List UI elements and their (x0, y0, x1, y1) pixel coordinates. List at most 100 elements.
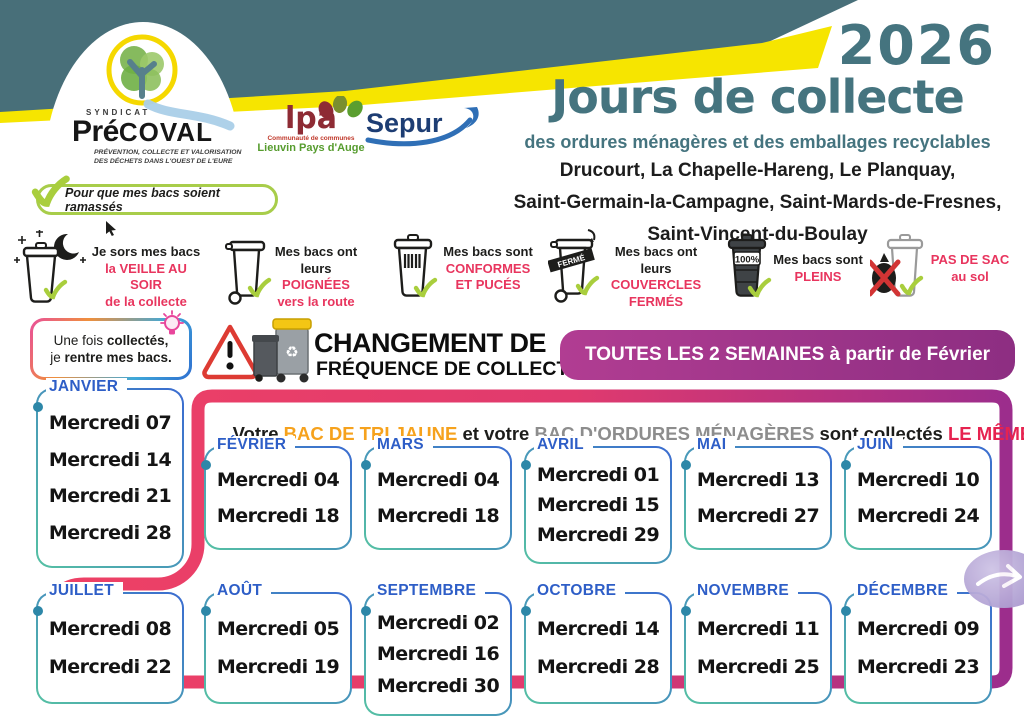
month-card-septembre: SEPTEMBRE Mercredi 02 Mercredi 16 Mercre… (361, 582, 512, 716)
dates-aout: Mercredi 05 Mercredi 19 (210, 602, 346, 694)
item-4-line3: FERMÉS (628, 293, 684, 309)
item-3-line3: ET PUCÉS (455, 277, 521, 292)
item-1-line3: de la collecte (105, 293, 187, 309)
checklist-item-4: Mes bacs ont leurs COUVERCLES FERMÉS (602, 244, 710, 310)
timeline-dot (521, 606, 531, 616)
month-card-juin: JUIN Mercredi 10 Mercredi 24 (841, 436, 992, 550)
collection-date: Mercredi 05 (216, 618, 340, 640)
reminder-line-1: Une fois collectés, (54, 332, 169, 349)
river-swoosh (143, 99, 235, 131)
item-6-line2: PAS DE SAC (930, 252, 1010, 267)
reminder-line-2: je rentre mes bacs. (50, 349, 172, 366)
precoval-tree-icon (106, 34, 235, 131)
towns-line-2: Saint-Germain-la-Campagne, Saint-Mards-d… (513, 192, 1002, 213)
collection-date: Mercredi 16 (376, 643, 500, 665)
page-title: Jours de collecte (551, 70, 965, 124)
month-label-novembre: NOVEMBRE (694, 582, 798, 602)
arrow-right-icon (976, 564, 1022, 588)
timeline-dot (201, 460, 211, 470)
month-card-mars: MARS Mercredi 04 Mercredi 18 (361, 436, 512, 550)
timeline-dot (361, 460, 371, 470)
lpa-logo: lpa Communauté de communes Lieuvin Pays … (256, 96, 366, 154)
item-3-line2: CONFORMES (445, 260, 531, 276)
collection-date: Mercredi 30 (376, 674, 500, 697)
collection-date: Mercredi 01 (536, 464, 660, 486)
timeline-dot (201, 606, 211, 616)
timeline-dot (681, 460, 691, 470)
collection-date: Mercredi 14 (48, 448, 172, 471)
next-arrow-button[interactable] (964, 550, 1024, 608)
precoval-name-rest: COVAL (118, 117, 213, 147)
item-4-line2: COUVERCLES (610, 277, 702, 292)
dates-fevrier: Mercredi 04 Mercredi 18 (210, 456, 346, 540)
reminder-part3: je (50, 350, 65, 365)
precoval-name-bold: Pré (72, 115, 119, 148)
checklist-item-3: Mes bacs sont CONFORMES ET PUCÉS (436, 244, 540, 294)
collection-date: Mercredi 27 (696, 504, 820, 527)
timeline-dot (681, 606, 691, 616)
month-card-octobre: OCTOBRE Mercredi 14 Mercredi 28 (521, 582, 672, 704)
dates-juillet: Mercredi 08 Mercredi 22 (42, 602, 178, 694)
precoval-tagline-1: PRÉVENTION, COLLECTE ET VALORISATION (94, 149, 242, 156)
banner-bold-text: TOUTES LES 2 SEMAINES (584, 344, 825, 365)
timeline-dot (521, 460, 531, 470)
collection-date: Mercredi 25 (696, 656, 820, 678)
checklist-item-1: Je sors mes bacs la VEILLE AU SOIR de la… (88, 244, 204, 310)
item-3-line1: Mes bacs sont (443, 244, 533, 259)
lightbulb-icon (160, 310, 184, 335)
bin-full-icon: 100% (727, 234, 772, 298)
item-5-line1: Mes bacs sont (773, 252, 863, 267)
precoval-name: PréCOVAL (72, 115, 252, 148)
timeline-dot (33, 402, 43, 412)
timeline-dot (841, 460, 851, 470)
month-label-juillet: JUILLET (46, 582, 123, 602)
item-5-line2: PLEINS (794, 268, 842, 284)
collection-date: Mercredi 04 (376, 469, 500, 492)
dates-avril: Mercredi 01 Mercredi 15 Mercredi 29 (530, 456, 666, 554)
collection-date: Mercredi 04 (216, 469, 340, 492)
reminder-part1: Une fois (53, 333, 107, 348)
timeline-dot (33, 606, 43, 616)
dates-janvier: Mercredi 07 Mercredi 14 Mercredi 21 Merc… (42, 398, 178, 558)
frequency-banner: TOUTES LES 2 SEMAINES à partir de Févrie… (560, 330, 1015, 380)
collection-date: Mercredi 09 (856, 618, 980, 640)
checklist-item-5: Mes bacs sont PLEINS (770, 252, 866, 285)
collection-date: Mercredi 18 (216, 504, 340, 527)
month-label-juin: JUIN (854, 436, 903, 456)
month-label-mai: MAI (694, 436, 736, 456)
dates-mars: Mercredi 04 Mercredi 18 (370, 456, 506, 540)
change-notice-subtitle: FRÉQUENCE DE COLLECTE : (316, 358, 594, 380)
dates-octobre: Mercredi 14 Mercredi 28 (530, 602, 666, 694)
month-card-avril: AVRIL Mercredi 01 Mercredi 15 Mercredi 2… (521, 436, 672, 564)
lpa-name-line: Lieuvin Pays d'Auge (257, 142, 365, 154)
sepur-swoosh (365, 117, 473, 147)
sepur-logo: Sepur (365, 107, 479, 147)
month-label-octobre: OCTOBRE (534, 582, 626, 602)
month-card-novembre: NOVEMBRE Mercredi 11 Mercredi 25 (681, 582, 832, 704)
item-2-line1: Mes bacs ont leurs (274, 244, 358, 276)
towns-line-1: Drucourt, La Chapelle-Hareng, Le Planqua… (559, 160, 956, 181)
dates-septembre: Mercredi 02 Mercredi 16 Mercredi 30 (370, 602, 506, 706)
checklist-item-2: Mes bacs ont leurs POIGNÉES vers la rout… (262, 244, 370, 310)
bin-night-icon (14, 230, 86, 303)
change-notice-title: CHANGEMENT DE (314, 328, 547, 358)
item-1-line2: la VEILLE AU SOIR (105, 260, 187, 293)
reminder-box: Une fois collectés, je rentre mes bacs. (30, 318, 192, 380)
item-2-line3: vers la route (277, 293, 355, 309)
reminder-part4: rentre mes bacs. (64, 350, 172, 365)
towns-line-3: Saint-Vincent-du-Boulay (647, 224, 868, 245)
check-icon (31, 175, 70, 207)
collection-date: Mercredi 13 (696, 469, 820, 492)
item-2-line2: POIGNÉES (282, 277, 350, 292)
banner-rest-text: à partir de Février (824, 344, 991, 365)
month-label-septembre: SEPTEMBRE (374, 582, 486, 602)
month-label-janvier: JANVIER (46, 378, 128, 398)
collection-date: Mercredi 02 (376, 611, 500, 634)
no-bag-icon (870, 234, 924, 297)
checklist-badge: Pour que mes bacs soient ramassés (36, 184, 278, 215)
bin-closed-icon: FERMÉ (548, 229, 600, 303)
bins-duo-icon: ♻ (252, 318, 312, 383)
lpa-subline: Communauté de communes (267, 135, 355, 142)
collection-date: Mercredi 28 (48, 521, 172, 544)
